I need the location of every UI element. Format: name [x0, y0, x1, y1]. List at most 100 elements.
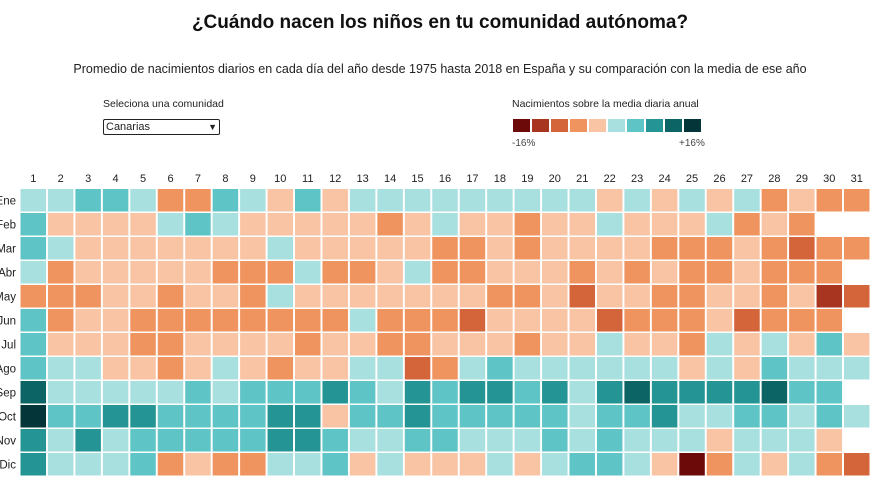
heatmap-cell: [47, 333, 74, 356]
legend-min-label: -16%: [512, 138, 536, 149]
heatmap-cell: [569, 189, 595, 212]
heatmap-cell: [185, 381, 211, 404]
heatmap-cell: [240, 357, 266, 380]
x-tick-label: 22: [604, 173, 616, 185]
heatmap-cell: [487, 381, 513, 404]
heatmap-cell: [432, 333, 458, 356]
heatmap-cell: [624, 333, 650, 356]
community-select[interactable]: Canarias ▼: [103, 119, 220, 135]
heatmap-cell: [679, 237, 705, 260]
heatmap-cell: [459, 429, 486, 452]
heatmap-cell: [734, 213, 760, 236]
heatmap-cell: [185, 405, 211, 428]
y-tick-label: Feb: [0, 219, 16, 231]
heatmap-cell: [789, 285, 815, 308]
heatmap-cell: [404, 405, 431, 428]
heatmap-cell: [542, 357, 568, 380]
heatmap-cell: [240, 237, 266, 260]
heatmap-cell: [404, 189, 431, 212]
heatmap-cell: [267, 429, 294, 452]
heatmap-cell: [240, 381, 266, 404]
heatmap-cell: [596, 237, 623, 260]
heatmap-cell: [102, 261, 129, 284]
heatmap-cell: [349, 357, 376, 380]
heatmap-cell: [432, 357, 458, 380]
heatmap-cell: [212, 189, 239, 212]
x-tick-label: 18: [494, 173, 506, 185]
heatmap-cell: [624, 381, 650, 404]
y-tick-label: Jun: [0, 315, 16, 327]
heatmap-cell: [761, 237, 788, 260]
heatmap-cell: [75, 429, 101, 452]
heatmap-cell: [487, 405, 513, 428]
heatmap-cell: [432, 237, 458, 260]
y-tick-label: May: [0, 291, 16, 303]
heatmap-cell: [679, 189, 705, 212]
heatmap-cell: [844, 189, 870, 212]
heatmap-cell: [185, 285, 211, 308]
heatmap-cell: [349, 405, 376, 428]
x-tick-label: 1: [30, 173, 36, 185]
heatmap-cell: [130, 285, 156, 308]
x-tick-label: 19: [521, 173, 533, 185]
y-tick-label: Nov: [0, 435, 16, 447]
heatmap-cell: [624, 261, 650, 284]
heatmap-cell: [706, 261, 733, 284]
heatmap-cell: [789, 309, 815, 332]
heatmap-cell: [267, 453, 294, 476]
heatmap-cell: [240, 453, 266, 476]
heatmap-cell: [377, 405, 403, 428]
heatmap-cell: [349, 237, 376, 260]
legend-swatch: [608, 119, 625, 132]
heatmap-cell: [47, 309, 74, 332]
heatmap-cell: [404, 429, 431, 452]
x-tick-label: 21: [576, 173, 588, 185]
heatmap-cell: [47, 429, 74, 452]
heatmap-cell: [404, 453, 431, 476]
heatmap-cell: [322, 453, 348, 476]
heatmap-cell: [157, 429, 184, 452]
heatmap-cell: [514, 261, 541, 284]
heatmap-cell: [789, 429, 815, 452]
x-tick-label: 20: [549, 173, 561, 185]
heatmap-cell: [295, 429, 321, 452]
heatmap-cell: [102, 381, 129, 404]
heatmap-cell: [514, 381, 541, 404]
heatmap-cell: [542, 333, 568, 356]
heatmap-cell: [185, 261, 211, 284]
heatmap-cell: [185, 453, 211, 476]
x-tick-label: 15: [411, 173, 423, 185]
heatmap-cell: [267, 285, 294, 308]
heatmap-cell: [761, 429, 788, 452]
heatmap-cell: [102, 285, 129, 308]
legend-swatch: [627, 119, 644, 132]
heatmap-cell: [734, 333, 760, 356]
heatmap-cell: [20, 453, 46, 476]
heatmap-cell: [185, 357, 211, 380]
heatmap-cell: [157, 357, 184, 380]
heatmap-cell: [761, 309, 788, 332]
heatmap-cell: [322, 333, 348, 356]
heatmap-cell: [130, 213, 156, 236]
heatmap-cell: [651, 309, 678, 332]
y-tick-label: Jul: [1, 339, 16, 351]
heatmap-cell: [514, 333, 541, 356]
x-tick-label: 4: [113, 173, 119, 185]
heatmap-cell: [322, 405, 348, 428]
heatmap-cell: [487, 213, 513, 236]
x-tick-label: 28: [768, 173, 780, 185]
heatmap-cell: [596, 189, 623, 212]
heatmap-cell: [789, 333, 815, 356]
heatmap-cell: [404, 381, 431, 404]
heatmap-cell: [102, 189, 129, 212]
heatmap-cell: [459, 357, 486, 380]
heatmap-cell: [761, 405, 788, 428]
heatmap-cell: [734, 309, 760, 332]
heatmap-cell: [432, 405, 458, 428]
heatmap-cell: [20, 381, 46, 404]
heatmap-cell: [459, 213, 486, 236]
heatmap-cell: [377, 309, 403, 332]
page-title: ¿Cuándo nacen los niños en tu comunidad …: [191, 12, 689, 33]
heatmap-cell: [322, 381, 348, 404]
heatmap-cell: [624, 309, 650, 332]
